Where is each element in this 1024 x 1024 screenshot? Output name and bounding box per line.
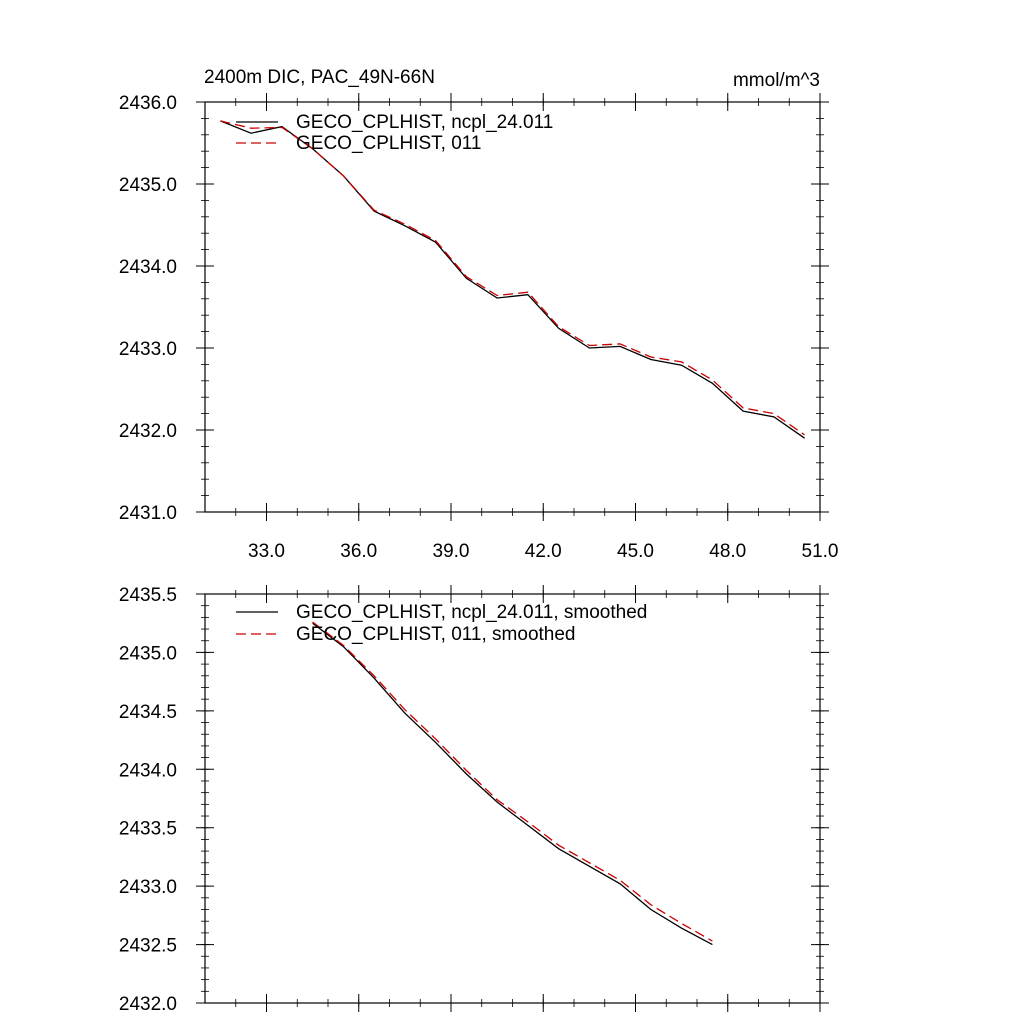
legend-label-2: GECO_CPLHIST, 011, smoothed xyxy=(296,624,576,645)
legend-label-1: GECO_CPLHIST, ncpl_24.011, smoothed xyxy=(296,602,647,623)
y-tick-label: 2433.5 xyxy=(119,819,177,840)
units-label: mmol/m^3 xyxy=(733,70,820,91)
x-tick-label: 33.0 xyxy=(248,541,285,562)
x-tick-label: 42.0 xyxy=(525,541,562,562)
legend-label-1: GECO_CPLHIST, ncpl_24.011 xyxy=(296,112,553,133)
y-tick-label: 2435.5 xyxy=(119,585,177,606)
x-tick-label: 36.0 xyxy=(340,541,377,562)
y-tick-label: 2432.5 xyxy=(119,936,177,957)
top-panel: 2400m DIC, PAC_49N-66N mmol/m^3 2431.024… xyxy=(119,67,839,562)
chart-title: 2400m DIC, PAC_49N-66N xyxy=(204,67,435,88)
y-tick-label: 2436.0 xyxy=(119,93,177,114)
y-tick-label: 2432.0 xyxy=(119,421,177,442)
bottom-panel: 2432.0 2432.5 2433.0 2433.5 2434.0 2434.5 2435… xyxy=(119,585,829,1015)
series-line-2 xyxy=(312,621,713,942)
y-tick-label: 2434.0 xyxy=(119,257,177,278)
legend-label-2: GECO_CPLHIST, 011 xyxy=(296,133,482,154)
x-tick-label: 51.0 xyxy=(802,541,839,562)
x-tick-label: 39.0 xyxy=(433,541,470,562)
plot-frame xyxy=(204,593,821,1004)
series-line-1 xyxy=(312,622,713,946)
y-tick-label: 2435.0 xyxy=(119,643,177,664)
x-tick-label: 45.0 xyxy=(617,541,654,562)
series-line-2 xyxy=(220,120,805,436)
x-tick-label: 48.0 xyxy=(709,541,746,562)
y-tick-label: 2435.0 xyxy=(119,175,177,196)
y-tick-label: 2434.5 xyxy=(119,702,177,723)
y-tick-label: 2431.0 xyxy=(119,503,177,524)
top-plot-marks: 2431.0 2432.0 2433.0 2434.0 2435.0 2436.0 33.0… xyxy=(119,93,839,562)
y-tick-label: 2433.0 xyxy=(119,339,177,360)
plot-frame xyxy=(204,101,821,513)
y-tick-label: 2433.0 xyxy=(119,877,177,898)
y-tick-label: 2432.0 xyxy=(119,994,177,1015)
y-tick-label: 2434.0 xyxy=(119,760,177,781)
series-line-1 xyxy=(220,120,805,439)
bottom-plot-marks: 2432.0 2432.5 2433.0 2433.5 2434.0 2434.5 2435… xyxy=(119,585,829,1015)
